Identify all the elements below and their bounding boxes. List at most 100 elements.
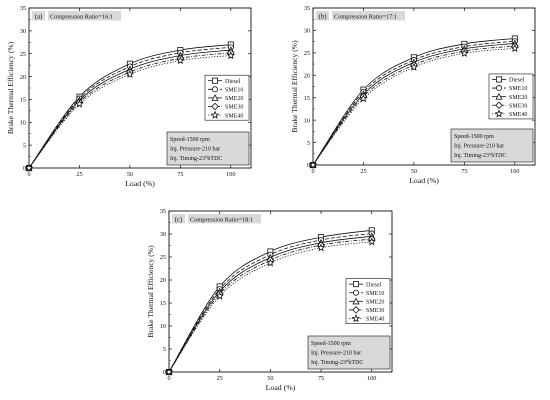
- legend-label: SME10: [225, 88, 243, 94]
- legend-label: SME40: [225, 113, 243, 119]
- legend-marker: [352, 281, 359, 288]
- chart-panel-3: 0 5 10 15 20 25 30 35 0 25 50 75 100 Load (%) Brake Th…: [146, 208, 393, 392]
- panel-title-bg: [188, 214, 261, 224]
- conditions-line: Inj. Pressure-210 bar: [170, 147, 220, 153]
- legend-marker: [211, 94, 219, 101]
- conditions-bg: [307, 335, 391, 370]
- y-tick-label: 35: [20, 5, 26, 12]
- legend-marker: [210, 110, 220, 119]
- chart-panel-2: 0 5 10 15 20 25 30 35 0 25 50 75 100 Load (%) Brake Th…: [290, 5, 536, 185]
- legend-label: SME10: [366, 291, 384, 297]
- data-point: [176, 56, 185, 65]
- legend-label: SME30: [509, 103, 527, 109]
- y-tick-label: 30: [304, 28, 310, 35]
- x-tick-label: 100: [510, 168, 519, 175]
- data-point: [125, 69, 135, 78]
- y-tick-label: 35: [304, 5, 310, 12]
- series-line: [312, 40, 515, 166]
- x-tick-label: 25: [217, 375, 223, 382]
- panel-tag-bg: [32, 11, 45, 21]
- panel-title-bg: [332, 11, 405, 21]
- legend-label: SME20: [225, 96, 243, 102]
- x-tick-label: 0: [167, 375, 170, 382]
- x-tick-label: 100: [367, 375, 376, 382]
- y-tick-label: 35: [160, 208, 166, 215]
- x-axis-label: Load (%): [125, 179, 155, 188]
- conditions-line: Inj. Timing-23°bTDC: [311, 359, 363, 366]
- legend-marker: [495, 76, 502, 83]
- x-axis-label: Load (%): [266, 383, 296, 392]
- panel-tag-bg: [172, 214, 185, 224]
- panel-tag-bg: [316, 11, 329, 21]
- panel-tag: (b): [319, 14, 327, 21]
- legend-label: SME40: [509, 112, 527, 118]
- y-tick-label: 10: [160, 323, 166, 330]
- y-tick-label: 20: [304, 72, 310, 79]
- y-axis-label: Brake Thermal Efficiency (%): [290, 40, 299, 133]
- y-tick-label: 20: [160, 277, 166, 284]
- series-sme40: [24, 51, 236, 172]
- data-point: [367, 237, 376, 246]
- legend: Diesel SME10 SME20 SME30 SME40: [204, 74, 250, 121]
- legend-marker: [351, 314, 361, 323]
- conditions-box: Speed-1500 rpm Inj. Pressure-210 bar Inj. …: [450, 128, 534, 163]
- data-point: [226, 51, 236, 60]
- series-sme40: [308, 43, 520, 169]
- x-axis-label: Load (%): [409, 176, 439, 185]
- chart-panel-1: 0 5 10 15 20 25 30 35 0 25 50 75 100 Load (%) Brake Th…: [6, 5, 252, 188]
- legend-label: Diesel: [366, 282, 382, 288]
- legend-label: SME20: [366, 300, 384, 306]
- x-tick-label: 25: [76, 171, 82, 178]
- legend-marker: [494, 109, 504, 118]
- y-tick-label: 5: [307, 140, 310, 147]
- conditions-line: Speed-1500 rpm: [311, 341, 351, 347]
- y-tick-label: 25: [160, 254, 166, 261]
- panel-title: Compression Ratio=16:1: [50, 13, 113, 20]
- y-axis-label: Brake Thermal Efficiency (%): [6, 41, 15, 134]
- y-tick-label: 15: [160, 300, 166, 307]
- data-point: [24, 163, 34, 172]
- panel-title-bg: [48, 11, 121, 21]
- legend-label: SME10: [509, 86, 527, 92]
- y-tick-label: 30: [20, 28, 26, 35]
- x-tick-label: 75: [461, 168, 467, 175]
- legend-marker: [211, 102, 219, 111]
- legend: Diesel SME10 SME20 SME30 SME40: [345, 278, 391, 324]
- conditions-bg: [166, 131, 250, 166]
- conditions-box: Speed-1500 rpm Inj. Pressure-210 bar Inj. …: [307, 335, 391, 370]
- y-tick-label: 15: [20, 97, 26, 104]
- legend-marker: [211, 77, 218, 84]
- legend-label: Diesel: [225, 79, 241, 85]
- y-tick-label: 10: [20, 119, 26, 126]
- x-tick-label: 75: [177, 171, 183, 178]
- conditions-line: Inj. Pressure-210 bar: [454, 144, 504, 150]
- y-tick-label: 25: [20, 51, 26, 58]
- y-tick-label: 5: [163, 346, 166, 353]
- y-tick-label: 30: [160, 231, 166, 238]
- x-tick-label: 50: [411, 168, 417, 175]
- y-tick-label: 20: [20, 74, 26, 81]
- data-point: [460, 48, 469, 57]
- x-tick-label: 50: [267, 375, 273, 382]
- conditions-bg: [450, 128, 534, 163]
- data-point: [359, 94, 368, 103]
- data-point: [164, 367, 174, 376]
- x-tick-label: 25: [360, 168, 366, 175]
- y-axis-label: Brake Thermal Efficiency (%): [146, 245, 155, 338]
- legend: Diesel SME10 SME20 SME30 SME40: [488, 73, 534, 120]
- conditions-line: Speed-1500 rpm: [454, 134, 494, 140]
- legend-label: SME20: [509, 95, 527, 101]
- y-tick-label: 0: [307, 162, 310, 169]
- legend-marker: [352, 306, 360, 314]
- legend-marker: [211, 86, 218, 93]
- panel-tag: (a): [35, 14, 43, 21]
- data-point: [409, 62, 419, 71]
- legend-label: SME30: [366, 308, 384, 314]
- conditions-line: Inj. Timing-23°bTDC: [170, 155, 222, 162]
- data-point: [215, 291, 224, 300]
- conditions-box: Speed-1500 rpm Inj. Pressure-210 bar Inj. …: [166, 131, 250, 166]
- conditions-line: Speed-1500 rpm: [170, 137, 210, 143]
- panel-tag: (c): [175, 217, 183, 224]
- panel-title: Compression Ratio=18:1: [190, 216, 253, 223]
